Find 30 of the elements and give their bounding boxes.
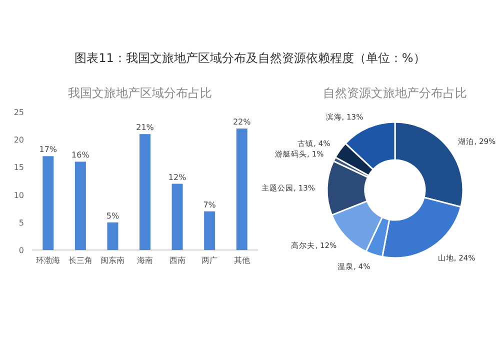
bar — [204, 211, 216, 250]
data-label: 12% — [168, 172, 187, 182]
data-label: 7% — [203, 200, 216, 210]
x-tick-label: 两广 — [202, 256, 218, 265]
x-tick-label: 西南 — [169, 256, 186, 265]
data-label: 5% — [106, 211, 120, 220]
data-label: 16% — [72, 150, 90, 160]
y-tick-label: 5 — [18, 218, 24, 228]
chart-subtitle: 我国文旅地产区域分布占比 — [68, 86, 212, 100]
bar — [107, 222, 118, 250]
x-tick-label: 闽东南 — [100, 256, 125, 265]
data-label: 22% — [232, 118, 252, 127]
bar — [42, 156, 54, 250]
bar — [140, 134, 150, 250]
y-tick-label: 20 — [14, 136, 24, 145]
y-tick-label: 15 — [14, 163, 24, 172]
bar — [74, 162, 86, 250]
y-tick-label: 25 — [14, 108, 24, 117]
x-tick-label: 环渤海 — [36, 256, 60, 265]
bar — [172, 184, 183, 250]
chart-title: 图表11：我国文旅地产区域分布及自然资源依赖程度（单位：%） — [74, 51, 426, 65]
y-tick-label: 0 — [18, 246, 24, 255]
y-tick-label: 10 — [14, 190, 24, 200]
data-label: 17% — [39, 145, 58, 154]
bar — [236, 128, 248, 250]
data-label: 21% — [136, 123, 154, 132]
x-tick-label: 海南 — [137, 256, 153, 265]
chart-title: 自然资源文旅地产分布占比 — [323, 86, 467, 100]
x-tick-label: 其他 — [234, 256, 250, 265]
x-tick-label: 长三角 — [68, 256, 92, 265]
